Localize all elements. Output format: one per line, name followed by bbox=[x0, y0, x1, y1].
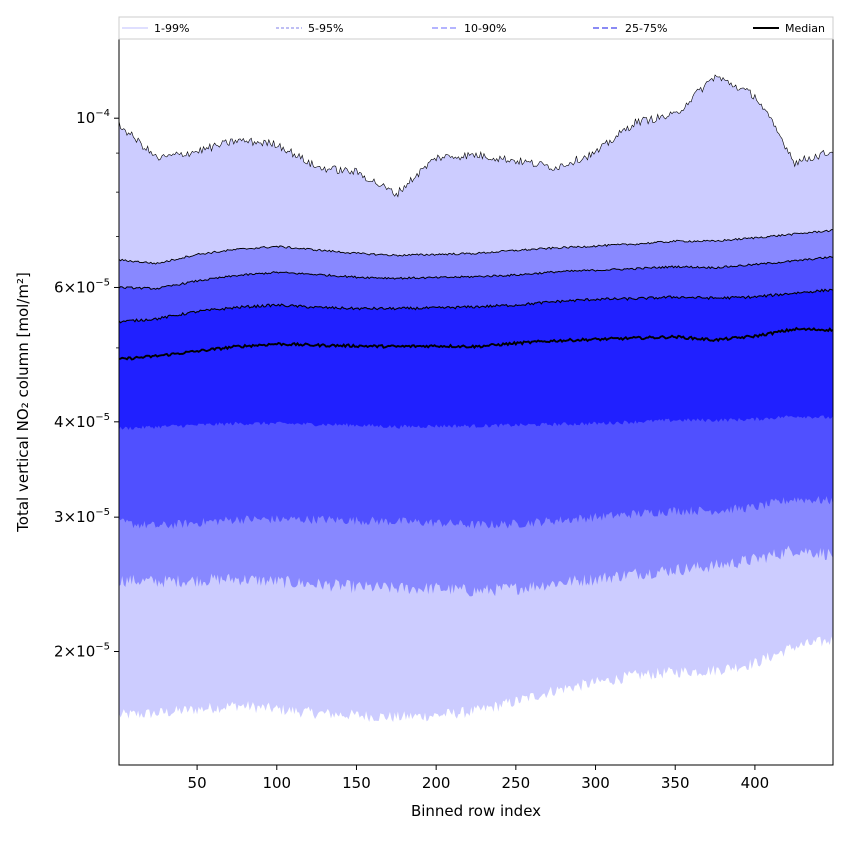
line-median bbox=[119, 326, 833, 361]
x-tick-label: 150 bbox=[342, 774, 371, 792]
x-tick-label: 100 bbox=[262, 774, 291, 792]
band-25-75 bbox=[119, 289, 833, 430]
legend-label: 10-90% bbox=[464, 22, 506, 35]
line-p95 bbox=[119, 229, 833, 265]
legend: 1-99% 5-95% 10-90% 25-75% Median bbox=[118, 16, 834, 40]
x-tick-label: 300 bbox=[581, 774, 610, 792]
y-tick-label: 6×10−5 bbox=[54, 277, 110, 296]
x-tick-label: 350 bbox=[661, 774, 690, 792]
y-tick-label: 4×10−5 bbox=[54, 412, 110, 431]
y-tick-label: 10−4 bbox=[76, 108, 110, 127]
legend-label: 1-99% bbox=[154, 22, 189, 35]
y-tick-label: 3×10−5 bbox=[54, 507, 110, 526]
percentile-bands bbox=[119, 74, 833, 722]
line-p75 bbox=[119, 288, 833, 324]
y-axis-ticks: 10−4 6×10−5 4×10−5 3×10−5 2×10−5 bbox=[54, 108, 119, 661]
y-tick-label: 2×10−5 bbox=[54, 642, 110, 661]
legend-label: 5-95% bbox=[308, 22, 343, 35]
legend-label: 25-75% bbox=[625, 22, 667, 35]
x-tick-label: 200 bbox=[422, 774, 451, 792]
x-tick-label: 50 bbox=[188, 774, 207, 792]
x-tick-label: 400 bbox=[741, 774, 770, 792]
percentile-lines bbox=[119, 74, 833, 361]
legend-label: Median bbox=[785, 22, 825, 35]
line-p90 bbox=[119, 255, 833, 290]
y-axis-label: Total vertical NO₂ column [mol/m²] bbox=[14, 272, 32, 533]
x-axis-label: Binned row index bbox=[411, 802, 541, 820]
legend-frame bbox=[118, 16, 834, 40]
x-tick-label: 250 bbox=[502, 774, 531, 792]
line-p99 bbox=[119, 74, 833, 198]
x-axis-ticks: 50 100 150 200 250 300 350 400 bbox=[188, 765, 770, 792]
